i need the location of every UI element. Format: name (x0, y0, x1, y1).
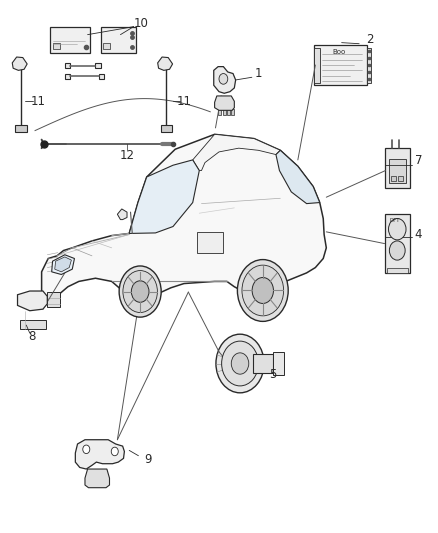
Bar (227, 109, 230, 115)
Bar (99, 74, 104, 79)
Bar (275, 353, 281, 358)
Text: 7: 7 (414, 155, 422, 167)
Bar (197, 232, 223, 253)
Bar (47, 292, 60, 307)
Text: 8: 8 (28, 330, 35, 343)
Text: 5: 5 (269, 368, 276, 381)
Circle shape (83, 445, 90, 454)
Polygon shape (52, 255, 74, 274)
Bar (65, 63, 70, 68)
Bar (15, 125, 27, 132)
Text: 4: 4 (414, 228, 422, 241)
Bar (20, 320, 46, 329)
Bar (398, 176, 403, 181)
Bar (273, 352, 284, 375)
Bar (385, 148, 410, 188)
Text: 1: 1 (254, 67, 262, 80)
Polygon shape (129, 160, 199, 233)
Polygon shape (276, 150, 320, 204)
Circle shape (231, 353, 249, 374)
Polygon shape (193, 134, 280, 171)
Polygon shape (42, 134, 326, 304)
Polygon shape (75, 440, 124, 469)
Bar (275, 361, 281, 366)
Text: 11: 11 (31, 95, 46, 108)
Bar (95, 63, 101, 68)
Bar (218, 109, 221, 115)
Circle shape (242, 265, 284, 316)
Bar (65, 74, 70, 79)
Circle shape (252, 278, 273, 303)
Bar (50, 27, 90, 53)
Bar (253, 354, 273, 373)
Text: DFT: DFT (390, 218, 400, 223)
Polygon shape (18, 291, 47, 311)
Text: 12: 12 (120, 149, 134, 162)
Bar (231, 109, 234, 115)
Text: 10: 10 (134, 17, 149, 30)
Text: Boo: Boo (332, 49, 345, 55)
Circle shape (389, 241, 405, 260)
Bar (391, 176, 396, 181)
Polygon shape (85, 469, 110, 488)
Polygon shape (158, 57, 173, 70)
Bar (223, 109, 226, 115)
Bar (53, 43, 60, 49)
Circle shape (216, 334, 264, 393)
Polygon shape (117, 209, 127, 220)
Bar (161, 125, 172, 132)
Polygon shape (55, 257, 71, 272)
Circle shape (237, 260, 288, 321)
Polygon shape (12, 57, 27, 70)
Bar (385, 214, 410, 273)
Bar (101, 27, 136, 53)
Circle shape (123, 271, 157, 312)
Circle shape (389, 219, 406, 240)
Polygon shape (215, 96, 234, 110)
Bar (314, 45, 367, 85)
Bar (389, 159, 406, 183)
Bar (367, 48, 371, 83)
Bar (314, 48, 320, 83)
Bar (275, 368, 281, 373)
Circle shape (131, 281, 149, 302)
Text: 11: 11 (177, 95, 191, 108)
Bar (387, 268, 408, 273)
Circle shape (219, 74, 228, 84)
Bar (103, 43, 110, 49)
Circle shape (111, 447, 118, 456)
Text: 9: 9 (144, 453, 152, 466)
Polygon shape (214, 67, 236, 93)
Circle shape (222, 341, 258, 386)
Circle shape (119, 266, 161, 317)
Text: 2: 2 (366, 34, 374, 46)
